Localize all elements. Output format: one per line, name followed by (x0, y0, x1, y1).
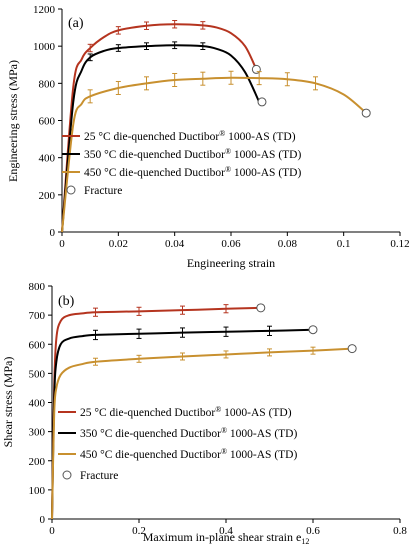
y-tick-label: 1200 (33, 4, 56, 16)
y-tick-label: 600 (29, 339, 46, 351)
chart-a: (a) Engineering strain Engineering stres… (6, 4, 410, 270)
legend-entry: 450 °C die-quenched Ductibor® 1000-AS (T… (84, 165, 301, 179)
y-tick-label: 200 (29, 456, 46, 468)
fracture-marker (257, 97, 267, 107)
legend-entry: Fracture (84, 185, 122, 197)
chart-a-x-label: Engineering strain (187, 256, 275, 270)
y-tick-label: 200 (39, 190, 56, 202)
series-line-2 (61, 44, 261, 233)
fracture-marker (361, 108, 371, 118)
chart-b-series (51, 303, 357, 520)
chart-a-y-ticks: 0 200 400 600 800 1000 1200 (33, 4, 62, 239)
x-tick-label: 0.06 (221, 238, 241, 250)
legend-fracture-marker (66, 185, 76, 195)
y-tick-label: 400 (29, 398, 46, 410)
fracture-marker (256, 303, 266, 313)
x-tick-label: 0.08 (278, 238, 298, 250)
series-line-1 (51, 306, 261, 520)
y-tick-label: 400 (39, 153, 56, 165)
x-tick-label: 0.2 (132, 525, 146, 537)
fracture-marker (347, 344, 357, 354)
chart-b-x-ticks: 0 0.2 0.4 0.6 0.8 (49, 519, 407, 537)
series-line-1 (61, 23, 258, 233)
chart-a-y-label: Engineering stress (MPa) (6, 60, 20, 182)
legend-entry: 25 °C die-quenched Ductibor® 1000-AS (TD… (84, 129, 296, 143)
legend-entry: 450 °C die-quenched Ductibor® 1000-AS (T… (80, 447, 297, 461)
chart-a-legend: 25 °C die-quenched Ductibor® 1000-AS (TD… (62, 129, 301, 197)
chart-b-x-label: Maximum in-plane shear strain e12 (143, 530, 310, 546)
legend-fracture-marker (62, 470, 72, 480)
chart-a-panel-label: (a) (68, 16, 84, 31)
y-tick-label: 100 (29, 485, 46, 497)
y-tick-label: 300 (29, 427, 46, 439)
chart-a-series (61, 20, 371, 233)
y-tick-label: 500 (29, 368, 46, 380)
x-tick-label: 0.4 (219, 525, 233, 537)
y-tick-label: 0 (40, 514, 46, 526)
chart-b: (b) Maximum in-plane shear strain e12 Sh… (1, 281, 407, 546)
y-tick-label: 800 (29, 281, 46, 293)
x-tick-label: 0.1 (337, 238, 351, 250)
x-tick-label: 0.6 (306, 525, 320, 537)
y-tick-label: 800 (39, 78, 56, 90)
chart-b-y-ticks: 0 100 200 300 400 500 600 700 800 (29, 281, 52, 526)
x-tick-label: 0.04 (165, 238, 185, 250)
y-tick-label: 1000 (33, 41, 56, 53)
series-line-2 (51, 328, 314, 520)
chart-b-y-label: Shear stress (MPa) (1, 357, 15, 448)
x-tick-label: 0 (49, 525, 55, 537)
chart-b-legend: 25 °C die-quenched Ductibor® 1000-AS (TD… (58, 405, 297, 482)
y-tick-label: 0 (50, 227, 56, 239)
chart-b-panel-label: (b) (58, 294, 75, 309)
x-tick-label: 0.02 (109, 238, 128, 250)
chart-a-x-ticks: 0 0.02 0.04 0.06 0.08 0.1 0.12 (59, 232, 410, 250)
y-tick-label: 700 (29, 310, 46, 322)
fracture-marker (308, 325, 318, 335)
legend-entry: 350 °C die-quenched Ductibor® 1000-AS (T… (84, 147, 301, 161)
x-tick-label: 0 (59, 238, 65, 250)
legend-entry: Fracture (80, 470, 118, 482)
series-line-3 (61, 76, 367, 233)
legend-entry: 25 °C die-quenched Ductibor® 1000-AS (TD… (80, 405, 292, 419)
x-tick-label: 0.12 (390, 238, 409, 250)
legend-entry: 350 °C die-quenched Ductibor® 1000-AS (T… (80, 426, 297, 440)
y-tick-label: 600 (39, 116, 56, 128)
x-tick-label: 0.8 (393, 525, 407, 537)
